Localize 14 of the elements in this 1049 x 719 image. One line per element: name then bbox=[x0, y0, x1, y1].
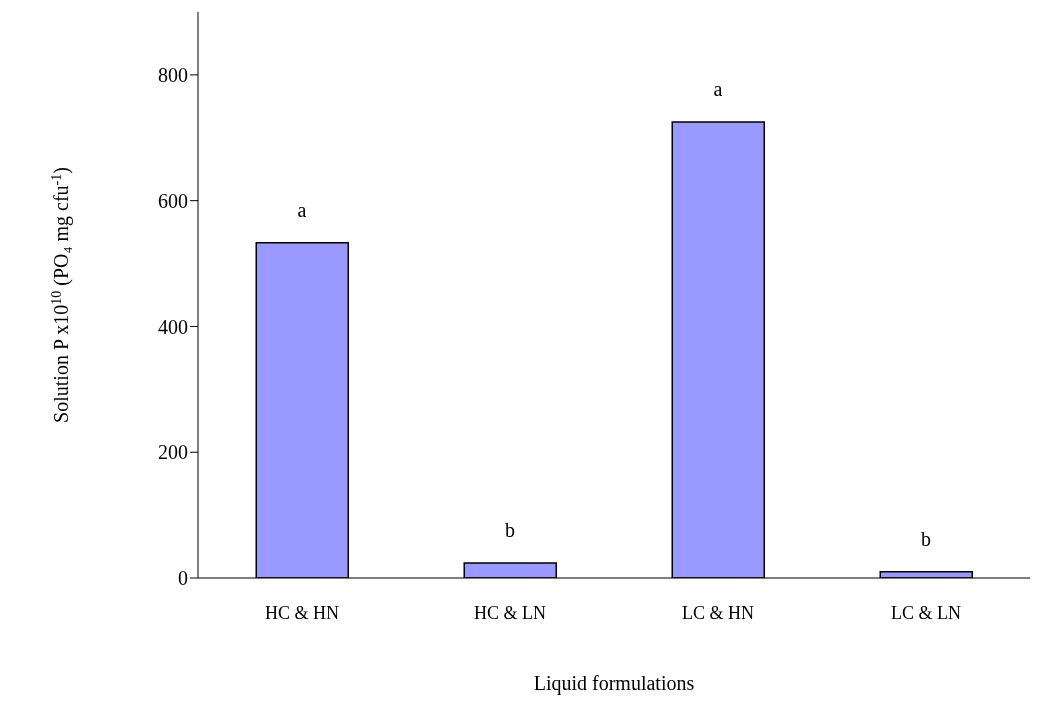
y-tick-label: 800 bbox=[158, 63, 188, 86]
x-tick-label: HC & LN bbox=[474, 602, 546, 623]
y-tick-label: 600 bbox=[158, 189, 188, 212]
annotation: a bbox=[297, 198, 307, 221]
x-tick-label: LC & LN bbox=[891, 602, 961, 623]
annotation: b bbox=[921, 527, 931, 550]
y-tick-label: 0 bbox=[178, 567, 188, 590]
y-tick-label: 200 bbox=[158, 441, 188, 464]
x-axis-title: Liquid formulations bbox=[533, 672, 695, 695]
x-tick-label: HC & HN bbox=[264, 602, 340, 623]
y-tick-label: 400 bbox=[158, 315, 188, 338]
x-tick-label: LC & HN bbox=[682, 602, 754, 623]
annotation: b bbox=[505, 518, 515, 541]
annotation: a bbox=[713, 78, 723, 101]
